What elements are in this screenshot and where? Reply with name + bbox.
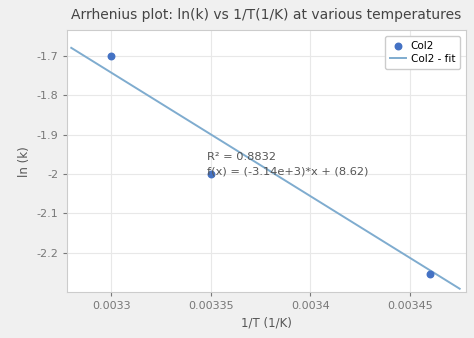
- Line: Col2 - fit: Col2 - fit: [71, 48, 460, 289]
- Col2 - fit: [396, 249, 401, 253]
- Col2 - fit: [300, 189, 305, 193]
- Col2: [107, 53, 115, 59]
- Col2 - fit: [457, 287, 463, 291]
- Col2: [207, 171, 215, 177]
- Col2: [426, 272, 434, 277]
- Title: Arrhenius plot: ln(k) vs 1/T(1/K) at various temperatures: Arrhenius plot: ln(k) vs 1/T(1/K) at var…: [72, 8, 462, 22]
- X-axis label: 1/T (1/K): 1/T (1/K): [241, 317, 292, 330]
- Col2 - fit: [298, 188, 304, 192]
- Legend: Col2, Col2 - fit: Col2, Col2 - fit: [385, 35, 460, 69]
- Col2 - fit: [68, 46, 74, 50]
- Text: R² = 0.8832
f(x) = (-3.14e+3)*x + (8.62): R² = 0.8832 f(x) = (-3.14e+3)*x + (8.62): [207, 152, 368, 176]
- Y-axis label: ln (k): ln (k): [18, 146, 31, 177]
- Col2 - fit: [70, 47, 75, 51]
- Col2 - fit: [420, 264, 426, 268]
- Col2 - fit: [306, 193, 312, 197]
